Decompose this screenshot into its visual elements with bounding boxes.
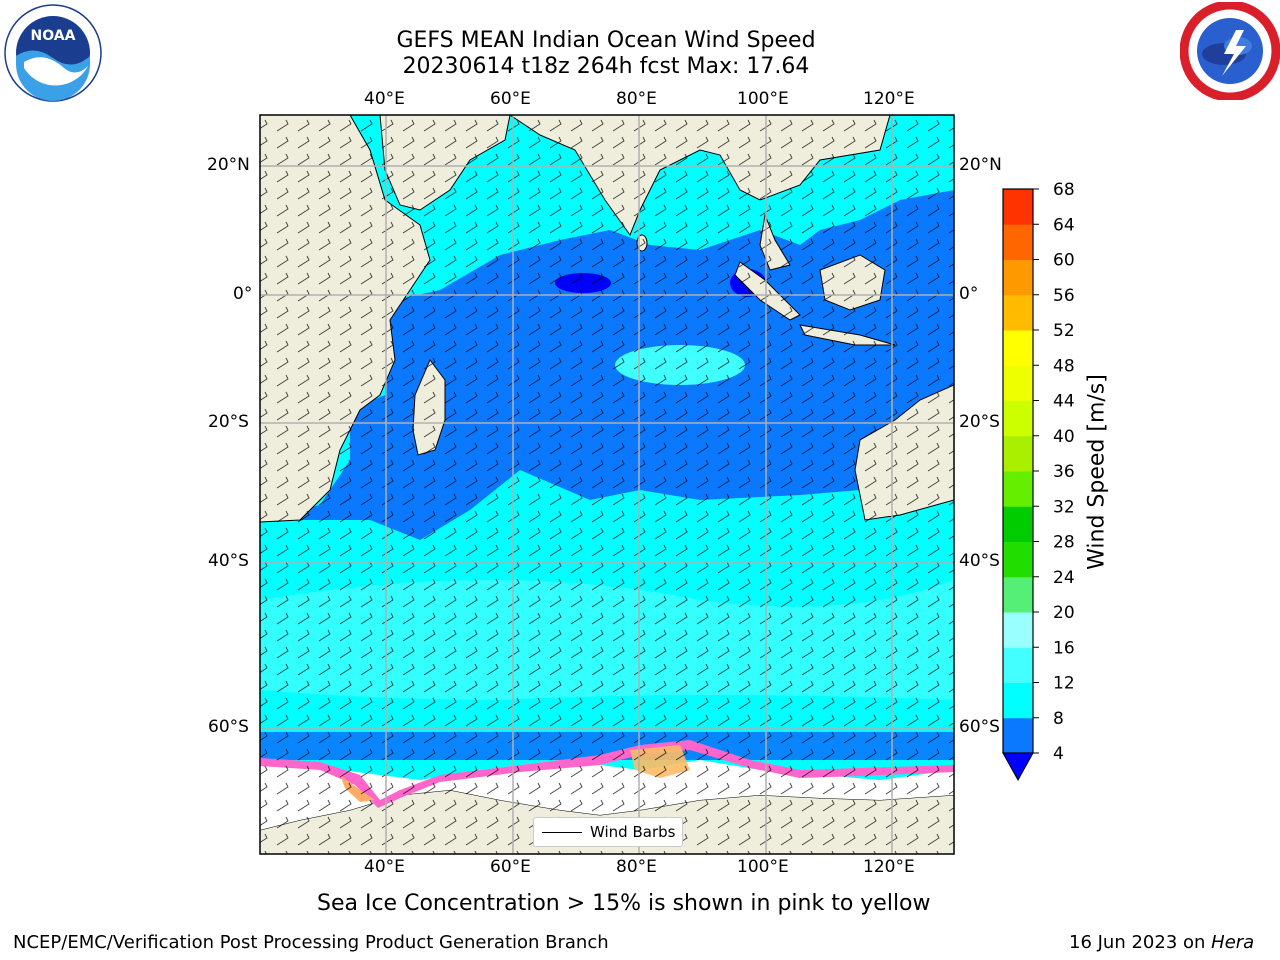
wind-barbs [260,115,954,854]
colorbar-swatch [1003,471,1033,507]
colorbar-tick-label: 44 [1053,392,1075,412]
lon-label-bottom-80e: 80°E [616,857,657,877]
colorbar-swatch [1003,435,1033,472]
colorbar-tick-label: 60 [1053,251,1075,271]
lat-label-left-20s: 20°S [208,412,249,432]
graticule [260,115,954,854]
sea-ice-caption: Sea Ice Concentration > 15% is shown in … [317,891,931,916]
wind-barb-legend-icon [542,831,582,833]
colorbar-tick-label: 64 [1053,215,1075,235]
lon-label-top-120e: 120°E [863,89,915,109]
chart-subtitle: 20230614 t18z 264h fcst Max: 17.64 [402,54,810,79]
lat-label-right-20n: 20°N [959,155,1002,175]
colorbar-swatch [1003,294,1033,331]
colorbar-tick-label: 36 [1053,462,1075,482]
colorbar-tick-label: 40 [1053,427,1075,447]
lat-label-right-60s: 60°S [959,717,1000,737]
colorbar-swatch [1003,259,1033,296]
lon-label-top-100e: 100°E [737,89,789,109]
colorbar-tick-label: 16 [1053,638,1075,658]
colorbar-tick-label: 68 [1053,180,1075,200]
footer-host: Hera [1211,932,1255,953]
lat-label-right-20s: 20°S [959,412,1000,432]
chart-title: GEFS MEAN Indian Ocean Wind Speed [396,28,816,53]
lat-label-left-0: 0° [233,284,253,304]
colorbar-tick-label: 8 [1053,709,1064,729]
colorbar-tick-label: 20 [1053,603,1075,623]
colorbar-swatch [1003,224,1033,260]
colorbar-tick-label: 28 [1053,533,1075,553]
colorbar-swatch [1003,400,1033,437]
lat-label-left-40s: 40°S [208,551,249,571]
lat-label-right-40s: 40°S [959,551,1000,571]
colorbar-swatch [1003,612,1033,648]
lon-label-bottom-60e: 60°E [490,857,531,877]
lon-label-bottom-120e: 120°E [863,857,915,877]
lat-label-left-60s: 60°S [208,717,249,737]
noaa-logo-icon: NOAA [4,4,102,102]
colorbar-swatch [1003,682,1033,719]
colorbar-tick-label: 32 [1053,497,1075,517]
map-frame [259,114,955,855]
colorbar-tick-label: 48 [1053,356,1075,376]
lon-label-top-40e: 40°E [364,89,405,109]
map-legend: Wind Barbs [533,817,683,847]
colorbar-swatch [1003,506,1033,542]
colorbar-extend-triangle [1002,752,1034,782]
lon-label-bottom-40e: 40°E [364,857,405,877]
colorbar-swatch [1003,717,1033,754]
colorbar-tick-label: 52 [1053,321,1075,341]
colorbar-swatch [1003,541,1033,578]
footer-date: 16 Jun 2023 on Hera [1069,932,1254,953]
legend-label: Wind Barbs [590,823,676,841]
footer-date-text: 16 Jun 2023 on [1069,932,1212,953]
colorbar-tick-label: 12 [1053,674,1075,694]
colorbar-swatch [1003,330,1033,366]
colorbar-tick-label: 4 [1053,744,1064,764]
lon-label-top-60e: 60°E [490,89,531,109]
colorbar-swatch [1003,576,1033,613]
colorbar-label: Wind Speed [m/s] [1084,374,1110,570]
colorbar-swatch [1003,647,1033,683]
colorbar-tick-label: 56 [1053,286,1075,306]
colorbar-swatch [1003,365,1033,401]
nws-logo-icon [1180,2,1280,100]
colorbar-swatch [1003,189,1033,225]
noaa-logo-text: NOAA [31,28,76,44]
lat-label-right-0: 0° [959,284,979,304]
footer-branch: NCEP/EMC/Verification Post Processing Pr… [13,932,609,953]
colorbar-tick-label: 24 [1053,568,1075,588]
lon-label-bottom-100e: 100°E [737,857,789,877]
lon-label-top-80e: 80°E [616,89,657,109]
lat-label-left-20n: 20°N [207,155,250,175]
